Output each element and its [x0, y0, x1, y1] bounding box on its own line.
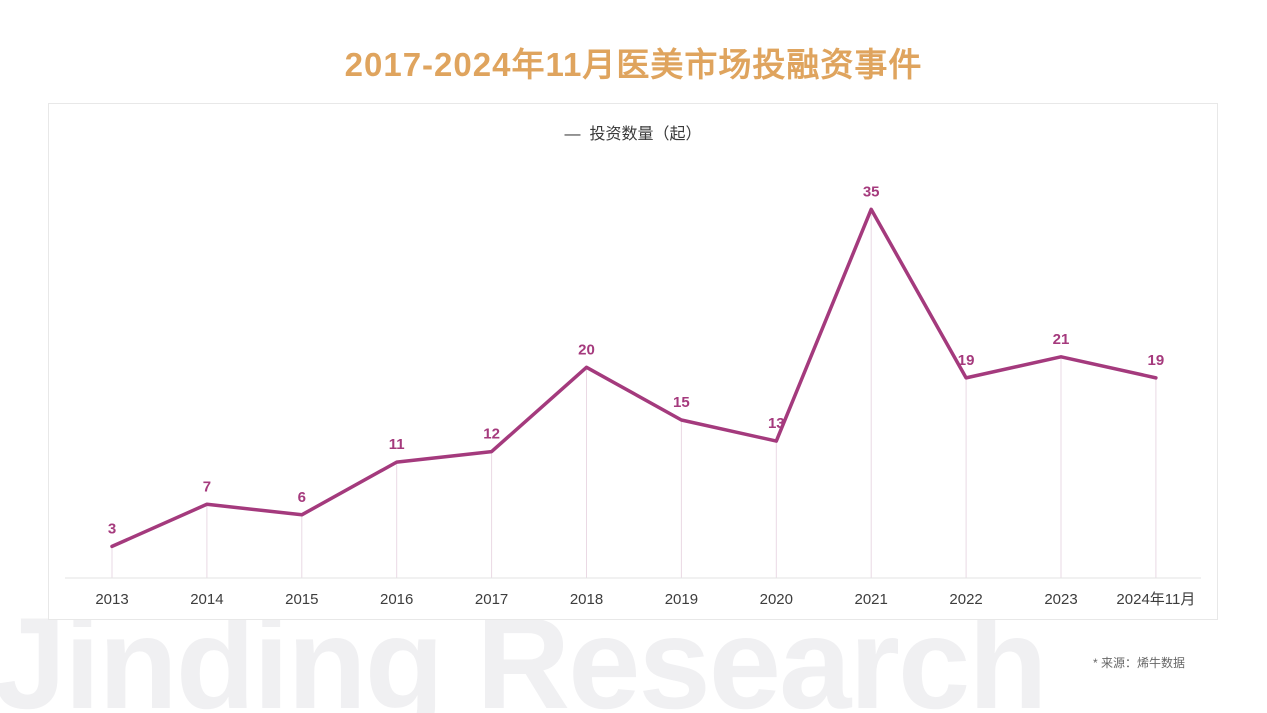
x-tick-label: 2016: [380, 591, 413, 608]
series-line: [110, 207, 1158, 549]
value-label: 7: [203, 478, 211, 495]
legend-label: 投资数量（起）: [589, 126, 702, 143]
x-tick-label: 2019: [665, 591, 698, 608]
x-tick-label: 2018: [570, 591, 603, 608]
x-tick-label: 2022: [949, 591, 982, 608]
value-label: 11: [389, 436, 405, 453]
value-label: 3: [108, 520, 116, 537]
x-tick-label: 2021: [855, 591, 888, 608]
x-tick-label: 2023: [1044, 591, 1077, 608]
chart-panel: — 投资数量（起） 3 7 6 11 12 20 15 13 35 19 21 19 2013 2014 20…: [48, 103, 1218, 620]
x-tick-label: 2013: [95, 591, 128, 608]
value-label: 19: [1148, 352, 1165, 369]
x-tick-label: 2015: [285, 591, 318, 608]
value-label: 20: [578, 341, 595, 358]
value-label: 21: [1053, 331, 1070, 348]
page-title: 2017-2024年11月医美市场投融资事件: [344, 46, 923, 83]
value-label: 6: [298, 489, 306, 506]
value-label: 19: [958, 352, 975, 369]
x-tick-label: 2017: [475, 591, 508, 608]
legend-line-marker: —: [564, 126, 581, 143]
value-label: 15: [673, 394, 690, 411]
chart-legend: — 投资数量（起）: [49, 120, 1217, 144]
x-tick-label: 2014: [190, 591, 223, 608]
value-label: 12: [483, 426, 500, 443]
value-label: 35: [863, 183, 880, 200]
x-tick-label: 2020: [760, 591, 793, 608]
value-label: 13: [768, 415, 785, 432]
source-note: * 来源：烯牛数据: [1092, 656, 1185, 670]
x-tick-label: 2024年11月: [1116, 591, 1195, 608]
